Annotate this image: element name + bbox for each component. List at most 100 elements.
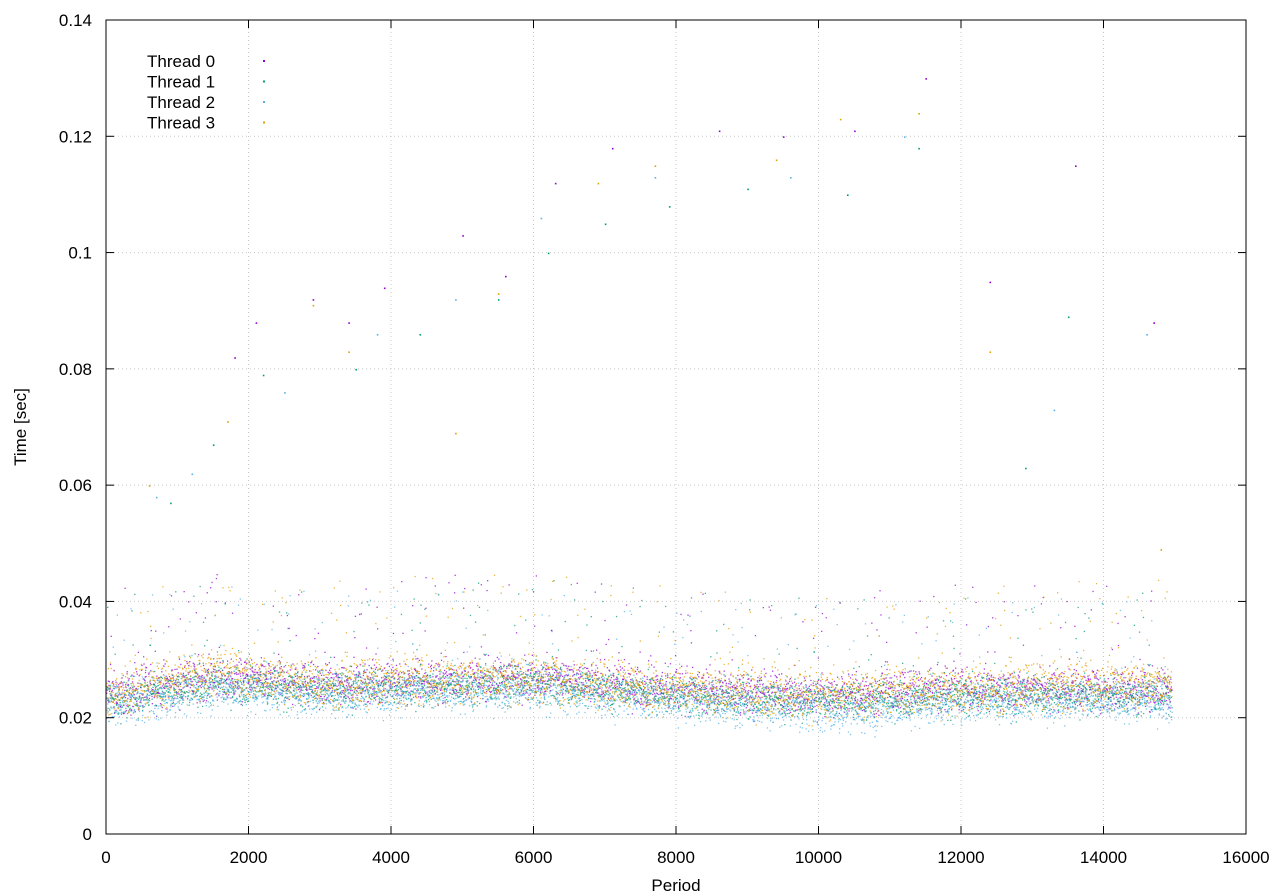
data-point (437, 685, 439, 687)
data-point (581, 676, 583, 678)
data-point (185, 696, 187, 698)
data-point (169, 684, 171, 686)
data-point (550, 677, 552, 679)
data-point (555, 690, 557, 693)
data-point (1060, 675, 1062, 678)
data-points (106, 78, 1173, 738)
data-point (426, 674, 429, 676)
data-point (494, 660, 496, 662)
data-point (327, 671, 329, 674)
data-point (1099, 706, 1101, 708)
data-point (739, 691, 741, 694)
data-point (1096, 669, 1099, 671)
data-point (250, 689, 252, 691)
data-point (624, 684, 627, 686)
data-point (292, 683, 294, 685)
data-point (340, 684, 342, 687)
data-point (110, 700, 113, 702)
data-point (450, 678, 452, 680)
data-point (248, 653, 250, 655)
data-point (351, 700, 353, 702)
data-point (138, 709, 140, 711)
data-point (296, 675, 298, 677)
data-point (1024, 700, 1026, 702)
data-point (123, 693, 125, 696)
data-point (576, 672, 578, 674)
data-point (140, 702, 142, 704)
data-point (325, 689, 327, 691)
data-point (484, 669, 486, 672)
data-point (335, 673, 337, 675)
data-point (1073, 668, 1075, 671)
data-point (1150, 701, 1152, 703)
data-point (355, 708, 357, 710)
data-point (1121, 680, 1123, 682)
data-point (334, 685, 336, 687)
data-point (1131, 672, 1134, 674)
data-point (906, 693, 908, 695)
data-point (996, 682, 998, 685)
data-point (611, 681, 614, 683)
data-point (418, 681, 420, 684)
data-point (916, 685, 918, 687)
data-point (601, 676, 603, 678)
data-point (653, 700, 655, 702)
data-point (211, 673, 213, 675)
data-point (1076, 700, 1078, 702)
data-point (189, 655, 191, 657)
data-point (346, 681, 348, 684)
data-point (654, 688, 656, 690)
data-point (1011, 705, 1013, 707)
data-point (418, 659, 420, 661)
data-point (150, 663, 152, 666)
data-point (621, 689, 623, 691)
data-point (631, 682, 633, 684)
data-point (307, 681, 309, 684)
data-point (494, 681, 496, 683)
data-point (762, 706, 764, 708)
data-point (319, 670, 321, 672)
data-point (396, 693, 398, 695)
data-point (347, 696, 349, 698)
data-point (312, 663, 315, 666)
data-point (230, 691, 232, 693)
data-point (505, 691, 507, 693)
data-point (525, 681, 527, 683)
data-point (161, 699, 163, 702)
data-point (862, 688, 864, 691)
data-point (142, 693, 144, 695)
data-point (572, 675, 574, 677)
data-point (265, 693, 267, 695)
data-point (370, 698, 372, 700)
data-point (600, 697, 602, 699)
data-point (862, 680, 864, 682)
data-point (717, 703, 719, 705)
data-point (779, 710, 781, 712)
data-point (342, 691, 344, 694)
data-point (598, 705, 600, 707)
data-point (873, 689, 875, 691)
data-point (307, 693, 309, 696)
data-point (527, 699, 529, 701)
data-point (892, 684, 894, 686)
data-point (134, 698, 137, 701)
data-point (1154, 701, 1157, 703)
data-point (1151, 665, 1154, 667)
data-point (554, 697, 556, 699)
data-point (244, 661, 246, 663)
data-point (288, 686, 290, 689)
data-point (1019, 688, 1021, 690)
data-point (414, 668, 416, 670)
data-point (1108, 693, 1110, 695)
data-point (347, 689, 349, 691)
data-point (272, 605, 274, 607)
data-point (375, 679, 378, 682)
data-point (131, 681, 134, 683)
data-point (838, 712, 840, 715)
data-point (453, 692, 455, 694)
data-point (526, 688, 528, 691)
data-point (526, 683, 528, 685)
data-point (414, 688, 416, 690)
data-point (1083, 675, 1085, 677)
data-point (520, 679, 522, 681)
